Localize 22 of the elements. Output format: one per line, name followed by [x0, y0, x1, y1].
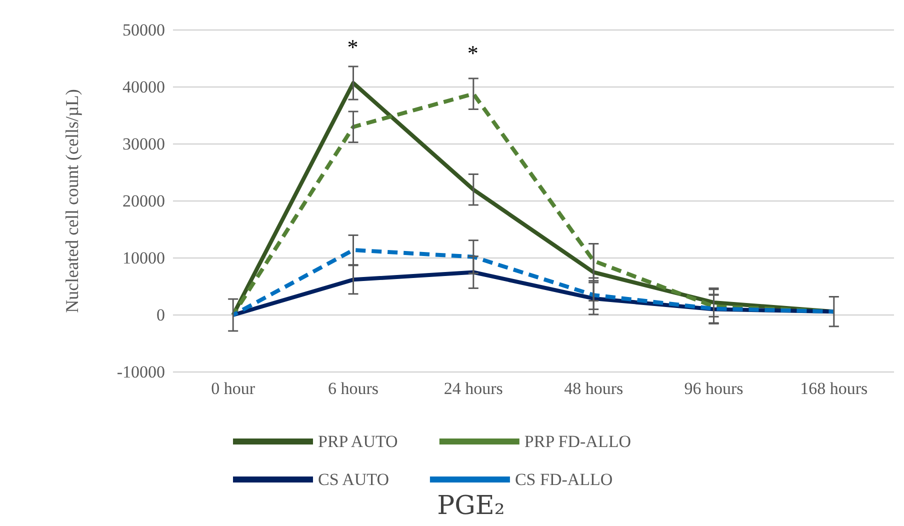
- annotation: *: [347, 34, 358, 60]
- legend-label: CS FD-ALLO: [514, 470, 613, 489]
- y-tick-label: 40000: [122, 78, 165, 96]
- y-axis-title: Nucleated cell count (cells/µL): [62, 89, 82, 313]
- y-tick-label: 0: [156, 306, 165, 324]
- x-tick-label: 24 hours: [444, 379, 503, 398]
- x-tick-label: 168 hours: [800, 379, 868, 398]
- legend-label: CS AUTO: [318, 470, 390, 489]
- text: PGE₂: [437, 491, 505, 521]
- x-tick-label: 96 hours: [684, 379, 744, 398]
- y-tick-label: 50000: [122, 20, 165, 40]
- y-tick-label: 30000: [122, 134, 165, 154]
- y-tick-label: -10000: [116, 362, 165, 382]
- legend-label: PRP AUTO: [318, 432, 398, 451]
- legend-label: PRP FD-ALLO: [524, 432, 631, 451]
- y-tick-label: 10000: [122, 248, 165, 268]
- x-tick-label: 0 hour: [211, 379, 256, 398]
- line-series: [231, 248, 836, 317]
- x-tick-label: 6 hours: [328, 379, 379, 398]
- annotation: *: [467, 40, 478, 66]
- x-tick-label: 48 hours: [564, 379, 624, 398]
- y-tick-label: 20000: [122, 192, 165, 210]
